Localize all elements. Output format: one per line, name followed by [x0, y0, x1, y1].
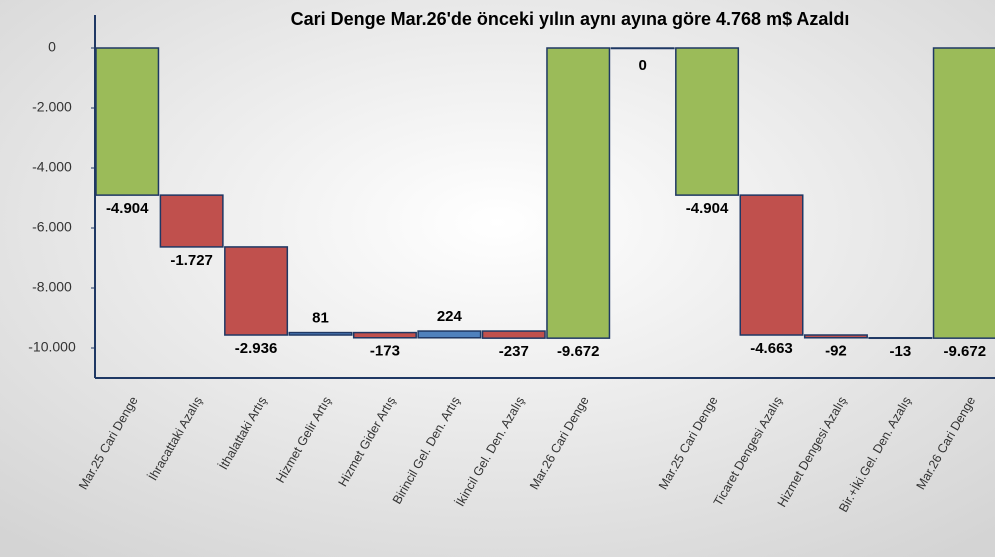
- data-label: 0: [638, 57, 646, 74]
- data-label: -92: [825, 343, 847, 360]
- bar: [932, 47, 995, 339]
- data-label: -173: [370, 343, 400, 360]
- bar: [739, 194, 804, 336]
- y-tick-label: -10.000: [28, 339, 76, 355]
- data-label: -1.727: [170, 252, 213, 269]
- y-tick-label: -6.000: [32, 219, 72, 235]
- bar: [481, 330, 546, 339]
- bar: [610, 47, 675, 50]
- bar: [352, 331, 417, 339]
- bar: [417, 330, 482, 339]
- bar: [868, 337, 933, 340]
- data-label: -4.904: [106, 200, 149, 217]
- bar: [224, 246, 289, 336]
- y-tick-label: 0: [48, 39, 56, 55]
- data-label: -4.663: [750, 340, 793, 357]
- bar: [288, 331, 353, 336]
- data-label: -4.904: [686, 200, 729, 217]
- bar: [546, 47, 611, 339]
- data-label: -237: [499, 343, 529, 360]
- y-tick-label: -2.000: [32, 99, 72, 115]
- data-label: 224: [437, 308, 463, 325]
- y-tick-label: -4.000: [32, 159, 72, 175]
- bar: [675, 47, 740, 196]
- data-label: -2.936: [235, 340, 278, 357]
- bar: [95, 47, 160, 196]
- data-label: 81: [312, 310, 329, 327]
- bar: [803, 334, 868, 339]
- data-label: -9.672: [944, 343, 987, 360]
- data-label: -9.672: [557, 343, 600, 360]
- chart-title: Cari Denge Mar.26'de önceki yılın aynı a…: [291, 9, 850, 29]
- y-tick-label: -8.000: [32, 279, 72, 295]
- data-label: -13: [890, 343, 912, 360]
- bar: [159, 194, 224, 248]
